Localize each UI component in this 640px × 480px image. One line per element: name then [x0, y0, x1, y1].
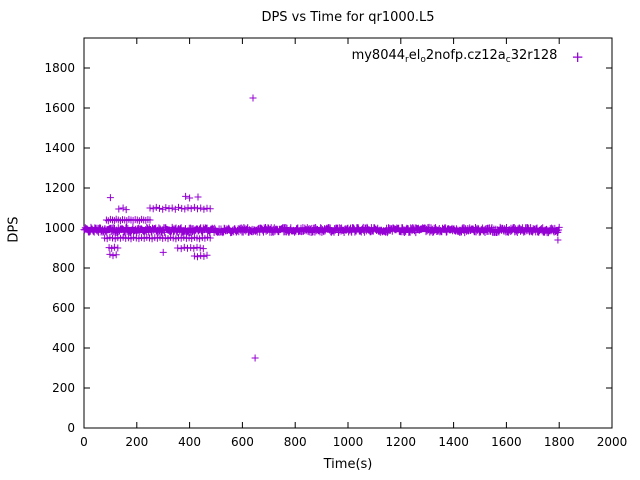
svg-text:600: 600: [231, 435, 254, 449]
svg-text:800: 800: [284, 435, 307, 449]
x-axis-label: Time(s): [323, 457, 373, 472]
svg-text:1200: 1200: [386, 435, 417, 449]
svg-text:0: 0: [80, 435, 88, 449]
svg-text:1200: 1200: [44, 181, 75, 195]
svg-text:1000: 1000: [44, 221, 75, 235]
svg-text:1800: 1800: [44, 61, 75, 75]
svg-text:1600: 1600: [44, 101, 75, 115]
svg-text:1400: 1400: [438, 435, 469, 449]
svg-text:200: 200: [125, 435, 148, 449]
svg-text:400: 400: [178, 435, 201, 449]
svg-text:600: 600: [52, 301, 75, 315]
legend-label: my8044relo2nofp.cz12ac32r128: [351, 48, 558, 65]
svg-text:1600: 1600: [491, 435, 522, 449]
svg-text:200: 200: [52, 381, 75, 395]
plus-marker-icon: +: [571, 47, 584, 66]
svg-text:2000: 2000: [597, 435, 628, 449]
chart-title: DPS vs Time for qr1000.L5: [261, 10, 435, 25]
svg-text:800: 800: [52, 261, 75, 275]
svg-text:1400: 1400: [44, 141, 75, 155]
svg-text:400: 400: [52, 341, 75, 355]
legend: my8044relo2nofp.cz12ac32r128 +: [352, 48, 584, 65]
svg-text:0: 0: [67, 421, 75, 435]
y-axis-label: DPS: [6, 216, 22, 243]
svg-text:1800: 1800: [544, 435, 575, 449]
svg-text:1000: 1000: [333, 435, 364, 449]
